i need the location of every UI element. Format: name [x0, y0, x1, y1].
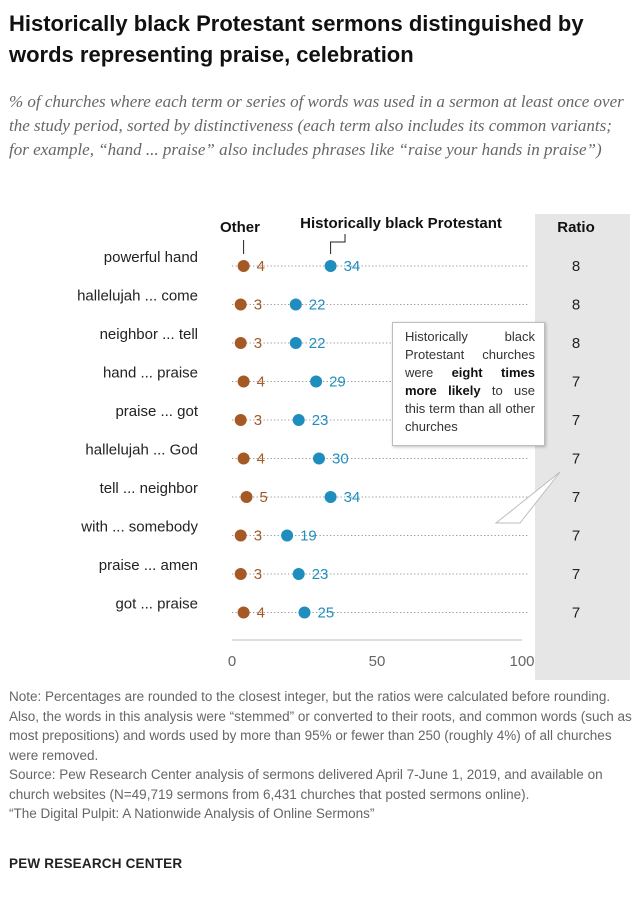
- hbp-value-label: 22: [309, 335, 326, 352]
- other-dot: [234, 298, 247, 311]
- other-value-label: 3: [254, 297, 262, 314]
- callout-text-after: to use this term than all other churches: [405, 383, 535, 434]
- other-value-label: 4: [257, 374, 265, 391]
- hbp-value-label: 30: [332, 451, 349, 468]
- other-dot: [234, 568, 247, 580]
- dot-plot-chart: Other Historically black Protestant Ratio …: [77, 214, 630, 680]
- hbp-value-label: 34: [344, 258, 361, 275]
- category-label: powerful hand: [104, 249, 198, 266]
- callout-pointer: [494, 471, 561, 524]
- other-dot: [237, 606, 250, 619]
- data-row: praise ... amen 3 23 7: [99, 557, 580, 583]
- chart-subtitle: % of churches where each term or series …: [9, 92, 624, 159]
- hbp-dot: [298, 606, 311, 619]
- hbp-dot: [281, 529, 294, 542]
- data-row: praise ... got 3 23 7: [115, 403, 580, 429]
- source-text: Source: Pew Research Center analysis of …: [9, 767, 603, 802]
- ratio-header: Ratio: [557, 219, 595, 236]
- data-row: powerful hand 4 34 8: [104, 249, 580, 275]
- ratio-value: 7: [572, 566, 580, 583]
- other-value-label: 5: [260, 489, 268, 506]
- data-row: tell ... neighbor 5 34 7: [100, 480, 581, 506]
- hbp-value-label: 19: [300, 528, 317, 545]
- other-dot: [234, 414, 247, 426]
- category-label: with ... somebody: [80, 519, 198, 536]
- report-title: “The Digital Pulpit: A Nationwide Analys…: [9, 806, 375, 821]
- data-row: neighbor ... tell 3 22 8: [100, 326, 581, 352]
- other-value-label: 3: [254, 528, 262, 545]
- category-label: hallelujah ... God: [85, 442, 198, 459]
- ratio-column-background: [535, 214, 630, 680]
- hbp-value-label: 25: [318, 605, 335, 622]
- ratio-callout: Historically black Protestant churches w…: [392, 322, 545, 446]
- x-tick-label: 50: [369, 653, 386, 670]
- ratio-value: 7: [572, 451, 580, 468]
- hbp-value-label: 23: [312, 566, 329, 583]
- legend-hbp-leader: [330, 234, 346, 254]
- other-dot: [237, 260, 250, 272]
- ratio-value: 8: [572, 297, 580, 314]
- hbp-dot: [324, 491, 337, 503]
- data-row: with ... somebody 3 19 7: [80, 519, 580, 545]
- hbp-dot: [289, 337, 302, 349]
- data-row: hallelujah ... God 4 30 7: [85, 442, 580, 468]
- ratio-value: 7: [572, 528, 580, 545]
- category-label: neighbor ... tell: [100, 326, 198, 343]
- other-dot: [237, 452, 250, 465]
- ratio-value: 7: [572, 374, 580, 391]
- other-value-label: 4: [257, 258, 265, 275]
- hbp-dot: [313, 452, 325, 465]
- category-label: tell ... neighbor: [100, 480, 198, 497]
- legend-historically-black-protestant: Historically black Protestant: [300, 215, 502, 232]
- data-row: hand ... praise 4 29 7: [103, 365, 580, 391]
- ratio-value: 7: [572, 489, 580, 506]
- hbp-dot: [292, 568, 305, 580]
- data-row: hallelujah ... come 3 22 8: [77, 288, 580, 314]
- other-value-label: 4: [257, 605, 265, 622]
- other-value-label: 4: [257, 451, 265, 468]
- category-label: hallelujah ... come: [77, 288, 198, 305]
- other-dot: [234, 337, 247, 349]
- x-tick-label: 100: [509, 653, 534, 670]
- category-label: got ... praise: [115, 596, 198, 613]
- chart-title: Historically black Protestant sermons di…: [9, 11, 584, 67]
- callout-text-before: Historically black Protestant churches w…: [405, 329, 535, 380]
- footnotes: Note: Percentages are rounded to the clo…: [9, 687, 634, 824]
- category-label: praise ... got: [115, 403, 198, 420]
- other-value-label: 3: [254, 335, 262, 352]
- hbp-dot: [324, 260, 337, 272]
- legend-other: Other: [220, 219, 260, 236]
- hbp-dot: [289, 298, 302, 311]
- note-text: Note: Percentages are rounded to the clo…: [9, 689, 632, 763]
- ratio-value: 8: [572, 258, 580, 275]
- other-dot: [240, 491, 253, 503]
- x-tick-label: 0: [228, 653, 236, 670]
- brand-label: PEW RESEARCH CENTER: [9, 856, 183, 871]
- other-dot: [237, 375, 250, 388]
- ratio-value: 8: [572, 335, 580, 352]
- hbp-value-label: 34: [344, 489, 361, 506]
- callout-bold-text: eight times more likely: [405, 365, 535, 398]
- other-dot: [234, 529, 247, 542]
- other-value-label: 3: [254, 412, 262, 429]
- hbp-value-label: 23: [312, 412, 329, 429]
- hbp-value-label: 22: [309, 297, 326, 314]
- hbp-dot: [292, 414, 305, 426]
- ratio-value: 7: [572, 412, 580, 429]
- data-row: got ... praise 4 25 7: [115, 596, 580, 622]
- hbp-dot: [310, 375, 323, 388]
- ratio-value: 7: [572, 605, 580, 622]
- category-label: hand ... praise: [103, 365, 198, 382]
- category-label: praise ... amen: [99, 557, 198, 574]
- other-value-label: 3: [254, 566, 262, 583]
- hbp-value-label: 29: [329, 374, 346, 391]
